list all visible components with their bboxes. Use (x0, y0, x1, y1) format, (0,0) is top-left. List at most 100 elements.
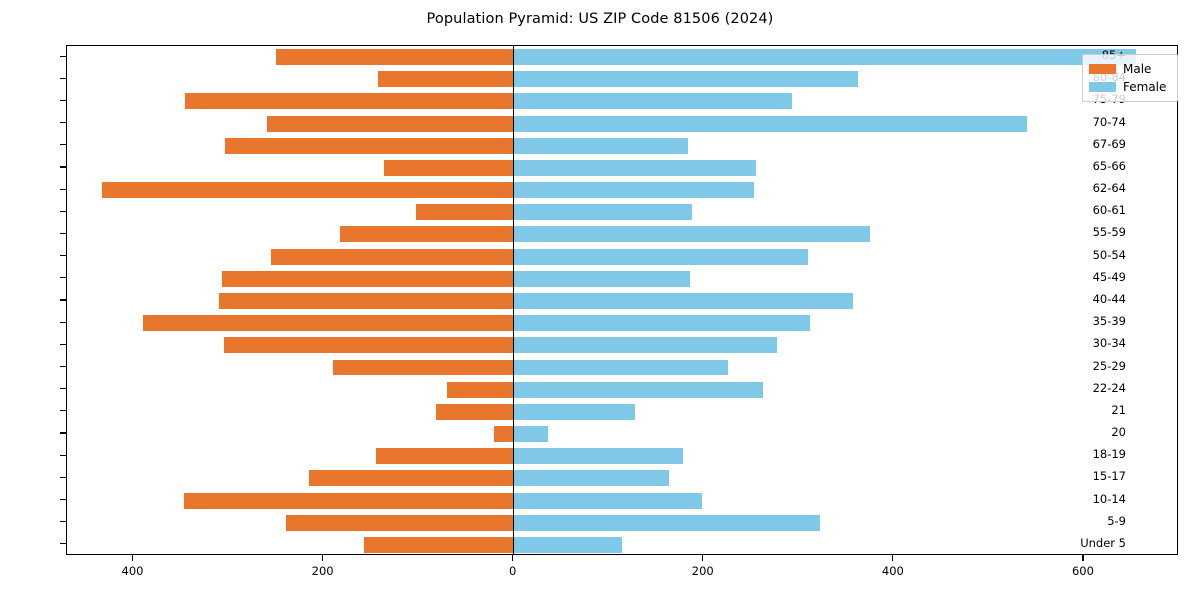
bar-female[interactable] (513, 315, 811, 332)
zero-axis-line (513, 46, 515, 554)
bar-row (67, 514, 1177, 531)
y-tick-label: 18-19 (1092, 447, 1126, 462)
y-tick-mark (60, 122, 66, 124)
bar-male[interactable] (271, 248, 514, 265)
bar-row (67, 71, 1177, 88)
y-tick-mark (60, 210, 66, 212)
bar-male[interactable] (435, 403, 514, 420)
bar-male[interactable] (221, 270, 514, 287)
y-tick-label: 62-64 (1092, 181, 1126, 196)
bar-male[interactable] (377, 71, 514, 88)
y-tick-mark (60, 499, 66, 501)
bar-male[interactable] (102, 182, 514, 199)
bar-female[interactable] (513, 337, 777, 354)
legend-label-female: Female (1123, 80, 1167, 94)
bar-row (67, 248, 1177, 265)
bar-row (67, 403, 1177, 420)
bar-female[interactable] (513, 270, 690, 287)
bar-male[interactable] (375, 448, 514, 465)
y-tick-label: 22-24 (1092, 380, 1126, 395)
y-tick-label: 50-54 (1092, 247, 1126, 262)
bar-female[interactable] (513, 49, 1137, 66)
bar-female[interactable] (513, 226, 871, 243)
x-tick-label: 600 (1071, 564, 1094, 578)
y-tick-mark (60, 166, 66, 168)
y-tick-mark (60, 365, 66, 368)
bar-row (67, 49, 1177, 66)
bar-female[interactable] (513, 536, 623, 553)
bar-male[interactable] (224, 137, 514, 154)
legend-swatch-female (1089, 82, 1116, 92)
bar-male[interactable] (415, 204, 514, 221)
bar-female[interactable] (513, 470, 669, 487)
y-tick-label: 65-66 (1092, 158, 1126, 173)
bar-female[interactable] (513, 514, 820, 531)
bar-female[interactable] (513, 381, 763, 398)
bar-row (67, 492, 1177, 509)
y-tick-mark (60, 388, 66, 390)
y-tick-label: 70-74 (1092, 114, 1126, 129)
bar-row (67, 293, 1177, 309)
bar-male[interactable] (285, 514, 514, 531)
y-tick-label: 40-44 (1092, 292, 1126, 306)
bar-row (67, 359, 1177, 376)
bar-female[interactable] (513, 293, 853, 309)
bar-male[interactable] (183, 492, 514, 509)
bar-male[interactable] (309, 470, 514, 487)
x-tick-label: 400 (881, 564, 904, 578)
page-title: Population Pyramid: US ZIP Code 81506 (2… (426, 11, 774, 27)
y-tick-label: 15-17 (1092, 469, 1126, 484)
y-tick-label: 10-14 (1092, 491, 1126, 506)
y-tick-mark (60, 255, 66, 257)
bar-male[interactable] (276, 49, 514, 66)
x-tick-mark (1082, 555, 1084, 561)
bar-female[interactable] (513, 137, 688, 154)
bar-female[interactable] (513, 71, 858, 88)
y-tick-mark (60, 321, 66, 323)
bar-male[interactable] (384, 159, 514, 176)
bar-male[interactable] (333, 359, 514, 376)
bar-female[interactable] (513, 159, 757, 176)
bar-row (67, 448, 1177, 465)
x-tick-label: 0 (509, 564, 517, 578)
y-tick-label: 21 (1111, 402, 1126, 417)
y-tick-mark (60, 188, 66, 190)
bar-female[interactable] (513, 426, 548, 442)
bar-row (67, 536, 1177, 553)
bar-row (67, 93, 1177, 110)
bar-male[interactable] (184, 93, 514, 110)
chart-legend[interactable]: Male Female (1082, 54, 1178, 102)
bar-female[interactable] (513, 359, 728, 376)
bar-male[interactable] (447, 381, 514, 398)
bar-male[interactable] (219, 293, 514, 309)
legend-item-female[interactable]: Female (1089, 78, 1171, 96)
bar-female[interactable] (513, 492, 702, 509)
bar-female[interactable] (513, 93, 793, 110)
bar-male[interactable] (223, 337, 514, 354)
y-tick-mark (60, 543, 66, 545)
bar-female[interactable] (513, 248, 809, 265)
x-tick-mark (702, 555, 704, 561)
x-tick-mark (512, 555, 514, 561)
bar-female[interactable] (513, 204, 693, 221)
y-tick-label: 60-61 (1092, 203, 1126, 218)
legend-item-male[interactable]: Male (1089, 60, 1171, 78)
bar-male[interactable] (339, 226, 514, 243)
y-tick-mark (60, 454, 66, 456)
y-tick-mark (60, 343, 66, 345)
x-tick-label: 200 (311, 564, 334, 578)
bar-female[interactable] (513, 403, 636, 420)
y-tick-mark (60, 476, 66, 478)
bar-male[interactable] (143, 315, 514, 332)
y-tick-label: 30-34 (1092, 336, 1126, 351)
bar-male[interactable] (364, 536, 514, 553)
bar-male[interactable] (493, 426, 514, 442)
x-tick-mark (131, 555, 134, 561)
y-tick-label: 5-9 (1107, 513, 1126, 528)
y-tick-mark (60, 55, 66, 57)
bar-female[interactable] (513, 182, 755, 199)
bar-female[interactable] (513, 448, 683, 465)
bar-male[interactable] (266, 115, 514, 132)
bar-female[interactable] (513, 115, 1027, 132)
y-tick-mark (60, 410, 66, 412)
